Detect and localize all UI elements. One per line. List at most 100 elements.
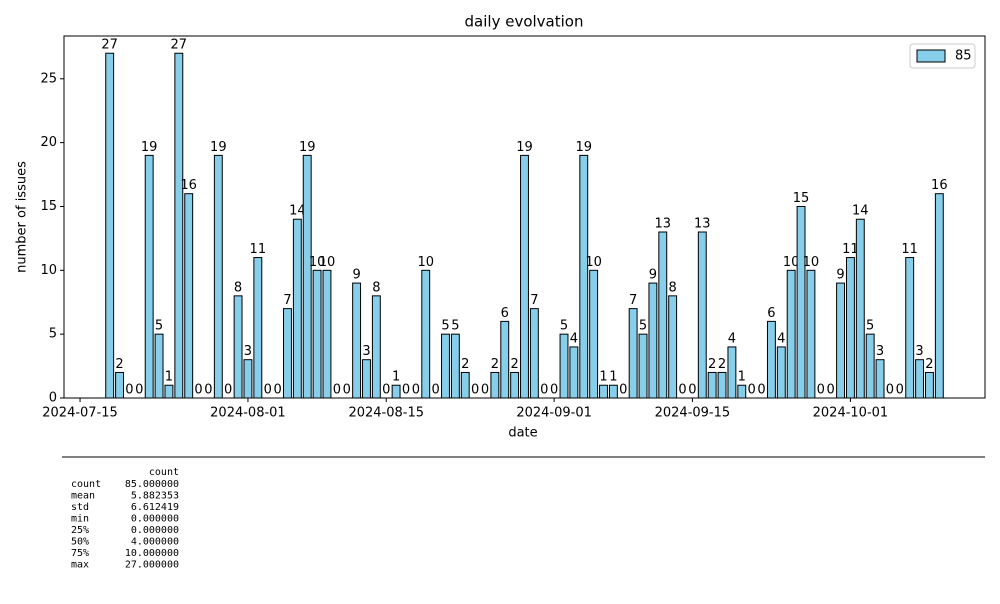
data-label: 19 xyxy=(516,140,533,155)
bar xyxy=(441,333,450,399)
bar xyxy=(144,154,154,399)
data-label: 19 xyxy=(575,140,592,155)
data-label: 13 xyxy=(694,217,711,232)
data-label: 16 xyxy=(180,178,197,193)
table-header: count xyxy=(149,467,179,478)
y-tick-label: 25 xyxy=(40,71,57,86)
bar xyxy=(796,205,806,399)
data-label: 0 xyxy=(540,383,548,398)
data-label: 2 xyxy=(491,357,499,372)
bar xyxy=(668,295,678,399)
table-cell: 10.000000 xyxy=(125,548,179,559)
bar xyxy=(737,384,747,399)
bar xyxy=(776,346,786,399)
bar xyxy=(115,371,125,399)
table-cell: 4.000000 xyxy=(131,537,179,548)
data-label: 0 xyxy=(194,383,202,398)
data-label: 0 xyxy=(748,383,756,398)
x-tick-label: 2024-07-15 xyxy=(42,406,118,421)
bar xyxy=(559,333,569,399)
y-tick-label: 15 xyxy=(40,199,57,214)
bar xyxy=(836,282,846,399)
table-row-label: std xyxy=(71,502,89,513)
data-label: 11 xyxy=(901,242,918,257)
data-label: 0 xyxy=(827,383,835,398)
x-axis-label: date xyxy=(508,426,537,441)
bar xyxy=(599,384,608,399)
data-label: 3 xyxy=(915,344,923,359)
data-label: 0 xyxy=(125,383,133,398)
data-label: 3 xyxy=(876,344,884,359)
data-label: 0 xyxy=(402,383,410,398)
x-tick-label: 2024-10-01 xyxy=(813,406,889,421)
bar xyxy=(391,384,401,399)
x-tick-label: 2024-08-01 xyxy=(210,406,286,421)
data-label: 6 xyxy=(767,306,775,321)
bar xyxy=(253,257,263,399)
bar xyxy=(905,257,915,399)
table-row-label: 50% xyxy=(71,537,89,548)
bar xyxy=(875,359,885,399)
data-label: 4 xyxy=(728,331,736,346)
chart-title: daily evolvation xyxy=(465,13,584,31)
bar xyxy=(628,308,638,399)
table-cell: 0.000000 xyxy=(131,514,179,525)
table-row-label: mean xyxy=(71,491,95,502)
data-label: 0 xyxy=(817,383,825,398)
data-label: 0 xyxy=(619,383,627,398)
bar xyxy=(806,269,816,399)
table-row-label: max xyxy=(71,560,89,571)
bar xyxy=(648,282,658,399)
bar xyxy=(707,371,717,399)
data-label: 0 xyxy=(471,383,479,398)
bar xyxy=(589,269,599,399)
data-label: 1 xyxy=(738,370,746,385)
data-label: 10 xyxy=(803,255,820,270)
data-label: 5 xyxy=(155,319,163,334)
bar xyxy=(529,308,539,399)
data-label: 3 xyxy=(244,344,252,359)
bar xyxy=(915,359,925,399)
bar xyxy=(638,333,648,399)
bar xyxy=(421,269,431,399)
x-tick-label: 2024-09-15 xyxy=(655,406,731,421)
y-tick-label: 20 xyxy=(40,135,57,150)
data-label: 5 xyxy=(441,319,449,334)
data-label: 0 xyxy=(431,383,439,398)
data-label: 0 xyxy=(224,383,232,398)
legend-swatch xyxy=(916,49,946,63)
bar xyxy=(233,295,243,399)
bar xyxy=(697,231,707,399)
bar xyxy=(510,371,520,399)
bar xyxy=(579,154,589,399)
bar xyxy=(154,333,164,399)
table-row-label: count xyxy=(71,479,101,490)
bar xyxy=(520,154,529,399)
x-tick-label: 2024-08-15 xyxy=(348,406,424,421)
data-label: 19 xyxy=(210,140,227,155)
bar xyxy=(243,359,253,399)
data-label: 0 xyxy=(688,383,696,398)
data-label: 5 xyxy=(866,319,874,334)
data-label: 8 xyxy=(669,280,677,295)
y-tick-label: 0 xyxy=(49,391,57,406)
data-label: 0 xyxy=(382,383,390,398)
data-label: 2 xyxy=(925,357,933,372)
data-label: 0 xyxy=(343,383,351,398)
bar xyxy=(717,371,727,399)
plot-frame xyxy=(63,35,986,399)
bar xyxy=(569,346,579,399)
data-label: 0 xyxy=(481,383,489,398)
data-label: 5 xyxy=(451,319,459,334)
bar xyxy=(786,269,796,399)
data-label: 7 xyxy=(629,293,637,308)
bar xyxy=(105,52,115,399)
data-label: 14 xyxy=(289,204,306,219)
bar xyxy=(302,154,312,399)
data-label: 9 xyxy=(836,268,844,283)
bar xyxy=(658,231,668,399)
bar xyxy=(934,193,944,399)
data-label: 8 xyxy=(372,280,380,295)
data-label: 0 xyxy=(135,383,143,398)
